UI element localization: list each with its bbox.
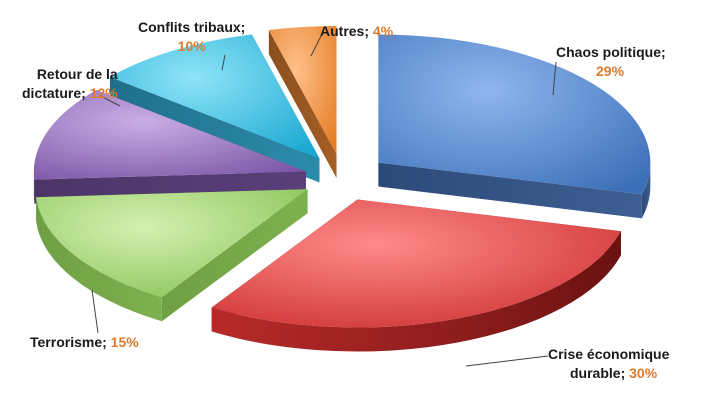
pie-slice-top (211, 199, 621, 328)
pie-slice-top (268, 25, 337, 154)
pie-slice-side (268, 30, 337, 178)
slice-label: Retour de la dictature; 12% (22, 65, 118, 103)
pie-slice-edge (641, 162, 651, 219)
slice-name: Conflits tribaux; (138, 19, 246, 35)
leader-line (552, 61, 557, 96)
pie-slice-1 (378, 34, 651, 219)
slice-label: Crise économique durable; 30% (548, 345, 669, 383)
leader-line (221, 54, 226, 71)
pie-slice-top (378, 34, 651, 195)
slice-label: Conflits tribaux; 10% (138, 18, 245, 56)
slice-value: 12% (89, 85, 118, 101)
pie-slice-5 (109, 34, 320, 183)
slice-name: Terrorisme; 15% (30, 334, 139, 350)
slice-label: Terrorisme; 15% (30, 333, 139, 352)
slice-label: Autres; 4% (320, 22, 393, 41)
pie-slice-2 (211, 199, 621, 352)
leader-line (465, 355, 549, 367)
pie-slice-top (109, 34, 320, 159)
slice-name: Crise économique (548, 346, 670, 362)
pie-slice-side (378, 162, 642, 219)
slice-value: 30% (629, 365, 658, 381)
slice-value: 10% (177, 38, 206, 54)
slice-name: durable; 30% (570, 365, 658, 381)
slice-name: dictature; 12% (22, 85, 118, 101)
leader-line (310, 33, 323, 57)
leader-line (100, 95, 121, 107)
pie-slice-edge (33, 171, 35, 204)
slice-name: Retour de la (36, 66, 118, 82)
leader-line (91, 289, 99, 334)
pie-slice-side (161, 189, 308, 322)
pie-slice-6 (268, 25, 337, 178)
slice-value: 15% (110, 334, 139, 350)
slice-label: Chaos politique; 29% (556, 43, 666, 81)
pie-slice-edge (211, 231, 621, 352)
pie-slice-side (109, 76, 320, 183)
pie-slice-edge (36, 197, 162, 322)
pie-slice-top (36, 189, 308, 298)
pie-slice-top (33, 89, 306, 180)
slice-value: 4% (372, 23, 394, 39)
slice-name: Chaos politique; (556, 44, 666, 60)
slice-value: 29% (596, 63, 625, 79)
slice-name: Autres; 4% (320, 23, 394, 39)
pie-slice-3 (36, 189, 308, 322)
